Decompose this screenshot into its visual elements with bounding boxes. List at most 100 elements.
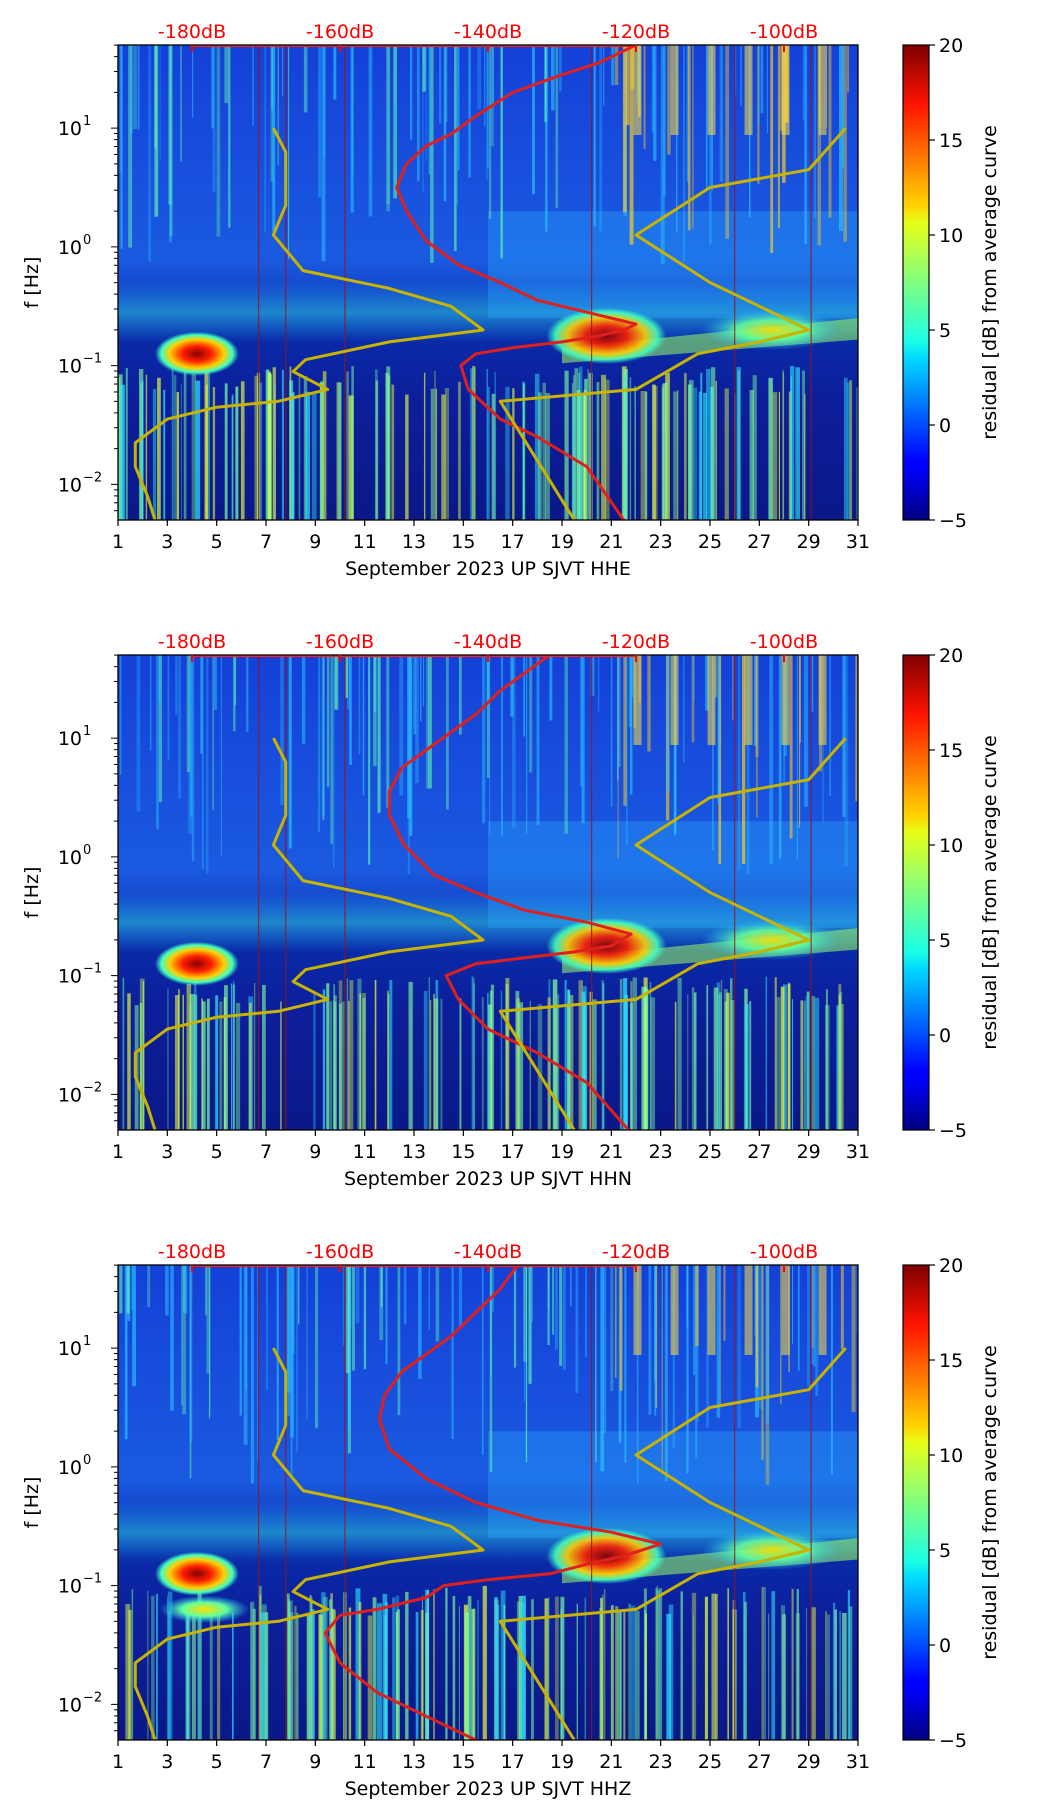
high-freq-streak <box>755 1265 759 1388</box>
low-freq-streak <box>693 387 698 520</box>
high-freq-streak <box>828 45 832 218</box>
colorbar-tick-label: 20 <box>939 1255 963 1277</box>
low-freq-streak <box>171 366 174 520</box>
low-freq-streak <box>458 381 461 520</box>
low-freq-streak <box>195 380 201 520</box>
low-freq-streak <box>736 366 741 520</box>
low-freq-streak <box>782 369 784 520</box>
top-axis-db-label: -180dB <box>158 1241 226 1263</box>
low-freq-streak <box>673 391 677 520</box>
high-freq-streak <box>686 45 689 182</box>
low-freq-streak <box>486 368 488 520</box>
low-freq-streak <box>289 366 292 520</box>
high-freq-streak <box>770 45 774 253</box>
high-freq-streak <box>454 45 457 252</box>
low-freq-streak <box>782 1614 786 1740</box>
low-freq-streak <box>358 1602 362 1740</box>
low-freq-streak <box>311 1609 315 1740</box>
low-freq-streak <box>827 1614 831 1740</box>
low-freq-streak <box>481 997 484 1130</box>
high-freq-streak <box>484 45 486 127</box>
low-freq-streak <box>147 1590 149 1740</box>
high-freq-streak <box>154 45 159 217</box>
high-freq-streak <box>216 45 221 237</box>
colorbar <box>902 654 930 1131</box>
high-freq-streak <box>778 655 782 859</box>
high-freq-streak <box>228 45 231 228</box>
x-tick-label: 17 <box>501 531 525 553</box>
low-freq-streak <box>122 977 125 1130</box>
high-freq-streak <box>287 1265 290 1416</box>
high-freq-streak <box>355 1265 360 1324</box>
high-freq-streak <box>321 655 326 817</box>
x-tick-label: 23 <box>649 1751 673 1773</box>
low-freq-streak <box>752 375 757 520</box>
low-freq-streak <box>713 987 719 1130</box>
low-freq-streak <box>734 1609 737 1740</box>
low-freq-streak <box>578 980 583 1130</box>
low-freq-streak <box>139 978 145 1130</box>
low-freq-streak <box>349 980 354 1130</box>
high-freq-streak <box>189 655 193 817</box>
high-freq-streak <box>373 655 377 712</box>
low-freq-streak <box>291 392 295 520</box>
low-freq-streak <box>309 1594 312 1740</box>
low-freq-streak <box>452 1595 456 1740</box>
low-freq-streak <box>588 372 593 520</box>
low-freq-streak <box>209 1602 213 1740</box>
daily-noise-streak <box>707 45 716 135</box>
colorbar-label: residual [dB] from average curve <box>979 735 1001 1050</box>
low-freq-streak <box>644 1609 646 1740</box>
low-freq-streak <box>795 1613 800 1740</box>
low-freq-streak <box>795 367 801 520</box>
low-freq-streak <box>131 1589 134 1740</box>
high-freq-streak <box>510 655 514 717</box>
low-freq-streak <box>644 988 649 1130</box>
low-freq-streak <box>183 368 187 520</box>
high-freq-streak <box>177 655 182 799</box>
low-freq-streak <box>628 1603 632 1740</box>
x-tick-label: 31 <box>846 1141 870 1163</box>
low-freq-streak <box>322 371 327 520</box>
low-freq-streak <box>557 994 560 1130</box>
x-tick-label: 19 <box>550 531 574 553</box>
low-freq-streak <box>644 391 648 520</box>
y-tick-label: 10 <box>58 847 82 869</box>
low-freq-streak <box>553 1004 559 1130</box>
x-tick-label: 11 <box>353 1141 377 1163</box>
low-freq-streak <box>802 370 806 520</box>
low-freq-streak <box>745 1004 749 1130</box>
low-freq-streak <box>470 368 473 520</box>
high-freq-streak <box>686 1265 689 1328</box>
colorbar-label: residual [dB] from average curve <box>979 125 1001 440</box>
low-freq-streak <box>537 1004 543 1130</box>
high-freq-streak <box>306 1265 308 1420</box>
low-freq-streak <box>175 995 180 1130</box>
high-freq-streak <box>564 655 568 834</box>
high-freq-streak <box>830 1265 833 1475</box>
low-freq-streak <box>217 1613 221 1740</box>
low-freq-streak <box>776 997 781 1130</box>
low-freq-streak <box>715 1593 718 1740</box>
high-freq-streak <box>234 655 237 706</box>
high-freq-streak <box>797 1265 800 1372</box>
low-freq-streak <box>534 373 540 520</box>
high-freq-streak <box>526 655 528 834</box>
low-freq-streak <box>151 1595 155 1740</box>
high-freq-streak <box>691 655 695 743</box>
low-freq-streak <box>684 373 687 520</box>
y-tick-label: 10 <box>58 118 82 140</box>
high-freq-streak <box>789 655 793 839</box>
low-freq-streak <box>372 1597 377 1740</box>
low-freq-streak <box>720 979 723 1130</box>
noise-haze <box>488 821 858 929</box>
low-freq-streak <box>333 984 335 1130</box>
high-freq-streak <box>844 655 849 867</box>
top-axis-db-label: -140dB <box>454 1241 522 1263</box>
high-freq-streak <box>693 655 695 702</box>
high-freq-streak <box>167 655 170 761</box>
y-tick-exponent: −1 <box>83 352 102 367</box>
low-freq-streak <box>804 394 806 520</box>
low-freq-streak <box>610 1605 614 1740</box>
